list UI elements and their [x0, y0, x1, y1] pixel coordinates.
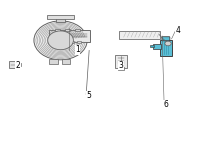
FancyBboxPatch shape	[65, 29, 70, 31]
FancyBboxPatch shape	[56, 17, 65, 22]
Text: 1: 1	[75, 45, 80, 54]
FancyBboxPatch shape	[119, 31, 160, 39]
Circle shape	[165, 41, 171, 46]
Text: 3: 3	[118, 61, 123, 70]
FancyBboxPatch shape	[61, 41, 66, 43]
FancyBboxPatch shape	[69, 41, 74, 43]
FancyBboxPatch shape	[9, 61, 17, 68]
FancyBboxPatch shape	[47, 15, 74, 19]
FancyBboxPatch shape	[118, 67, 124, 70]
Circle shape	[34, 21, 87, 60]
FancyBboxPatch shape	[49, 30, 90, 42]
FancyBboxPatch shape	[153, 44, 161, 49]
FancyBboxPatch shape	[62, 59, 70, 64]
FancyBboxPatch shape	[77, 41, 81, 43]
FancyBboxPatch shape	[75, 29, 80, 31]
FancyBboxPatch shape	[150, 45, 154, 47]
Circle shape	[48, 31, 73, 50]
FancyBboxPatch shape	[118, 62, 123, 66]
FancyBboxPatch shape	[53, 41, 58, 43]
FancyBboxPatch shape	[160, 40, 172, 56]
Text: 4: 4	[175, 26, 180, 35]
FancyBboxPatch shape	[115, 55, 127, 68]
FancyBboxPatch shape	[55, 29, 60, 31]
Text: 6: 6	[164, 100, 169, 109]
FancyBboxPatch shape	[17, 63, 21, 66]
FancyBboxPatch shape	[162, 37, 170, 41]
Text: 2: 2	[16, 61, 21, 70]
FancyBboxPatch shape	[49, 59, 58, 64]
Text: 5: 5	[87, 91, 92, 100]
